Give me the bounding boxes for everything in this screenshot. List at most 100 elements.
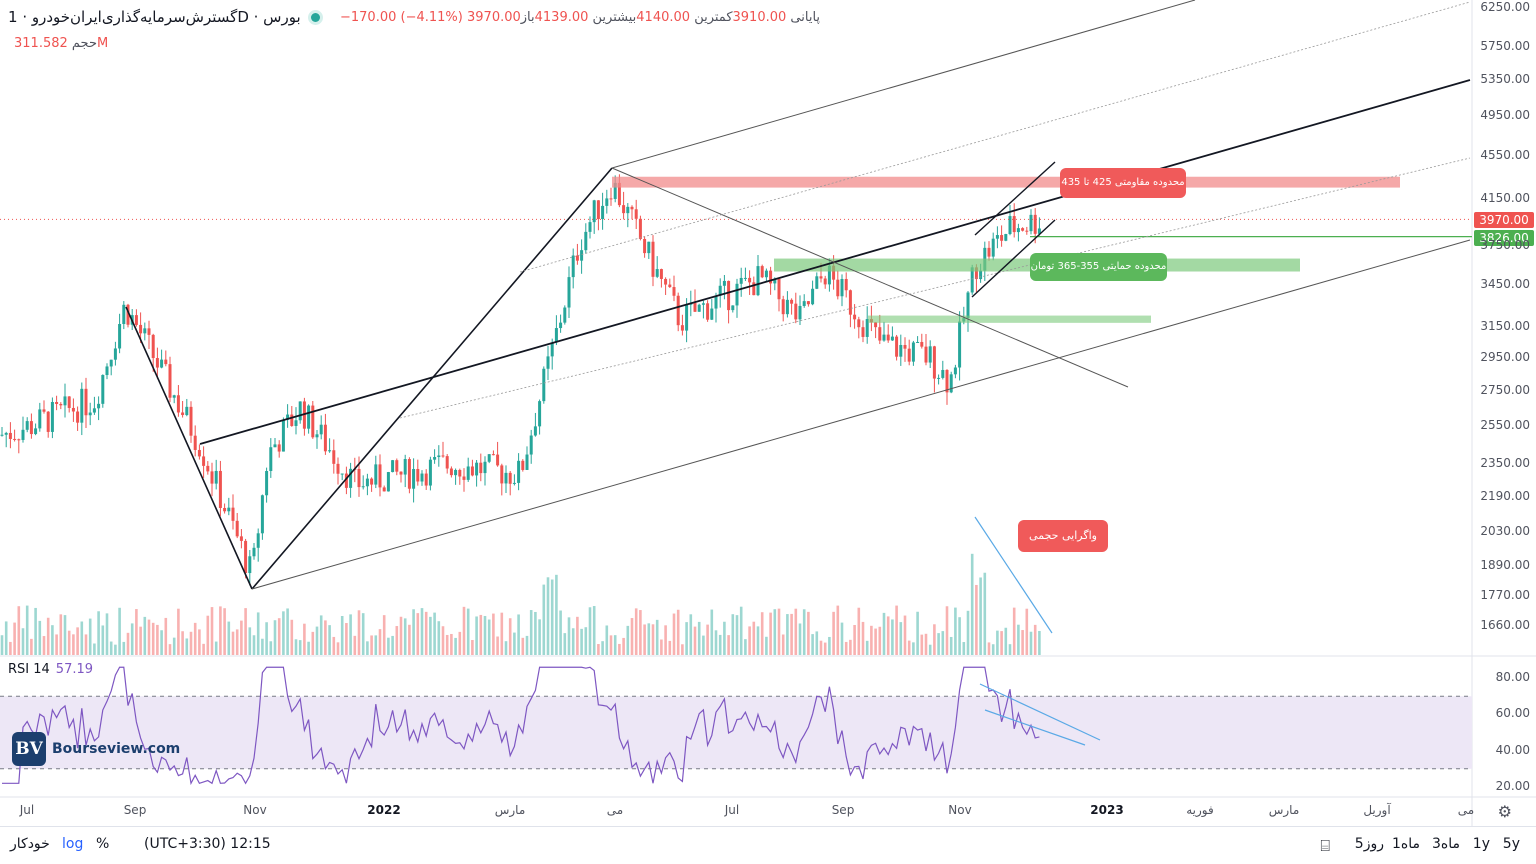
- rsi-line: [2, 666, 1040, 786]
- volume-bar: [891, 619, 894, 655]
- candle: [714, 292, 718, 323]
- candle: [853, 304, 857, 329]
- rsi-tick-label: 20.00: [1495, 778, 1530, 793]
- support-annotation[interactable]: محدوده حمایتی 355-365 تومان: [1030, 253, 1167, 281]
- zigzag-leg-2: [251, 167, 613, 590]
- volume-bar: [399, 616, 403, 655]
- candle: [412, 458, 416, 503]
- candle: [794, 292, 798, 324]
- candle: [1004, 233, 1008, 242]
- time-tick-label: Sep: [123, 803, 147, 817]
- volume-bar: [756, 626, 760, 655]
- percent-toggle[interactable]: %: [96, 836, 110, 852]
- range-5y[interactable]: 5y: [1502, 836, 1520, 852]
- candle: [197, 444, 201, 460]
- rsi-legend[interactable]: RSI 14 57.19: [8, 662, 93, 677]
- range-1m[interactable]: 1ماه: [1391, 836, 1420, 852]
- candle: [802, 294, 806, 308]
- candle: [4, 431, 8, 448]
- volume-bar: [933, 624, 936, 655]
- candle: [118, 313, 122, 354]
- high-value: 4140.00: [636, 10, 691, 25]
- volume-bar: [903, 615, 907, 655]
- volume-bar: [865, 640, 869, 655]
- volume-bar: [206, 615, 210, 655]
- log-toggle[interactable]: log: [62, 836, 84, 852]
- volume-bar: [723, 621, 726, 655]
- candle: [836, 270, 840, 300]
- volume-bar: [555, 574, 558, 655]
- candle: [84, 377, 88, 428]
- volume-bar: [937, 633, 940, 655]
- range-5d[interactable]: 5روز: [1354, 836, 1384, 852]
- candle: [445, 454, 449, 474]
- volume-bar: [307, 641, 310, 655]
- resistance-annotation[interactable]: محدوده مقاومتی 425 تا 435: [1060, 168, 1186, 198]
- candle: [269, 438, 273, 478]
- candle: [857, 316, 861, 339]
- time-tick-label: Sep: [831, 803, 855, 817]
- candle: [202, 446, 206, 478]
- candle: [281, 417, 285, 452]
- settings-gear-icon[interactable]: ⚙: [1497, 802, 1512, 821]
- open-value: 4139.00: [534, 10, 589, 25]
- volume-bar: [9, 641, 12, 655]
- bourseview-logo: BV: [12, 732, 46, 766]
- volume-bar: [676, 609, 680, 655]
- volume-bar: [496, 636, 499, 655]
- auto-scale-toggle[interactable]: خودکار: [10, 836, 50, 852]
- candle: [567, 266, 571, 318]
- range-1y[interactable]: 1y: [1472, 836, 1490, 852]
- volume-bar: [517, 614, 520, 655]
- volume-bar: [286, 608, 289, 655]
- candle: [1021, 227, 1025, 232]
- time-tick-label: می: [1457, 803, 1475, 817]
- candle: [382, 485, 386, 492]
- volume-bar: [786, 614, 789, 655]
- price-tick-label: 4950.00: [1480, 108, 1530, 123]
- volume-bar: [924, 633, 928, 655]
- candle: [370, 477, 374, 492]
- volume-bar: [1021, 630, 1024, 655]
- candle: [500, 463, 504, 496]
- volume-bar: [67, 630, 71, 655]
- volume-bar: [802, 609, 806, 655]
- volume-bar: [130, 623, 134, 655]
- time-tick-label: Nov: [243, 803, 267, 817]
- small-channel-top: [974, 161, 1056, 236]
- volume-bar: [177, 608, 180, 655]
- candle: [928, 340, 932, 369]
- date-range-icon[interactable]: ⌸: [1320, 836, 1330, 855]
- volume-bar: [252, 635, 256, 655]
- candle: [21, 416, 25, 443]
- candle: [227, 497, 231, 516]
- symbol-title[interactable]: گسترش‌سرمایه‌گذاری‌ایران‌خودرو · 1D · بو…: [8, 8, 301, 26]
- volume-bar: [433, 612, 436, 655]
- volume-bar: [139, 626, 142, 655]
- volume-bar: [403, 618, 407, 655]
- volume-bar: [966, 610, 970, 655]
- candle: [231, 494, 235, 530]
- divergence-annotation[interactable]: واگرایی حجمی: [1018, 520, 1108, 552]
- volume-bar: [508, 618, 512, 655]
- timezone-clock[interactable]: (UTC+3:30) 12:15: [144, 836, 271, 852]
- candle: [487, 454, 491, 464]
- volume-bar: [958, 617, 961, 655]
- candle: [147, 320, 151, 349]
- candle: [680, 314, 684, 336]
- candle: [59, 402, 63, 410]
- candle: [525, 446, 529, 471]
- volume-bar: [97, 611, 100, 655]
- volume-bar: [928, 644, 932, 655]
- rsi-divergence-line-2: [984, 709, 1086, 746]
- candle: [290, 406, 294, 427]
- candle: [596, 200, 600, 231]
- range-3m[interactable]: 3ماه: [1431, 836, 1460, 852]
- candle: [319, 415, 323, 440]
- volume-bar: [647, 623, 651, 655]
- volume-value: 311.582M: [14, 36, 109, 51]
- volume-bar: [580, 628, 583, 655]
- volume-bar: [609, 635, 613, 655]
- volume-bar: [135, 609, 138, 655]
